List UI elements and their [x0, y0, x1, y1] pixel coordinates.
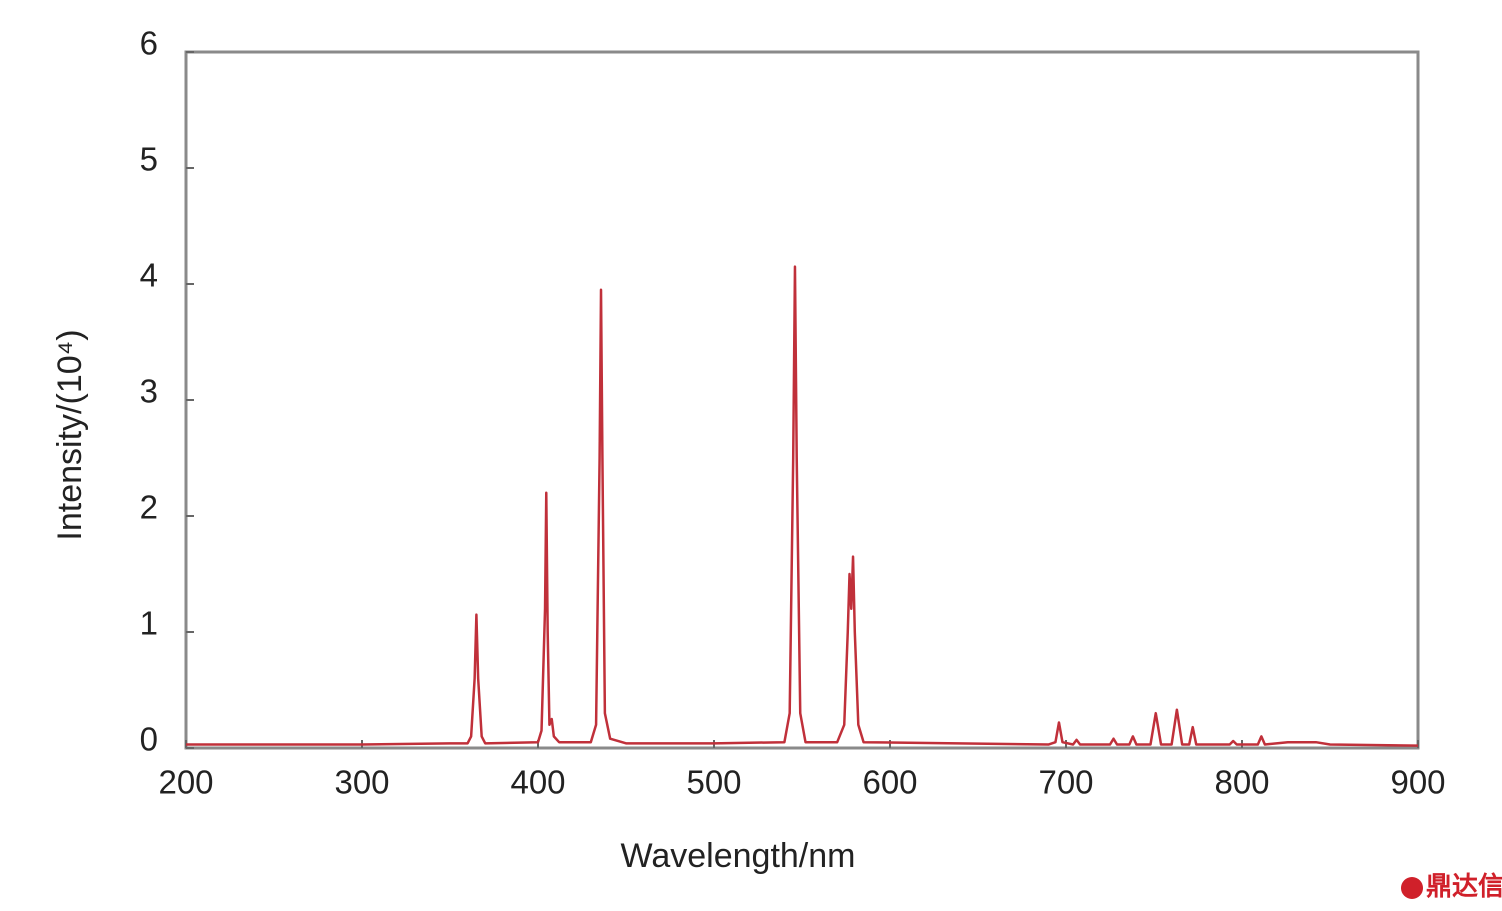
x-tick-label: 700	[1038, 764, 1093, 801]
y-tick-label: 5	[140, 141, 158, 178]
x-tick-label: 800	[1214, 764, 1269, 801]
y-tick-label: 2	[140, 489, 158, 526]
y-axis-label: Intensity/(10⁴)	[51, 329, 89, 540]
spectrum-line	[186, 265, 1419, 747]
y-tick-label: 3	[140, 373, 158, 410]
x-tick-label: 300	[334, 764, 389, 801]
y-tick-label: 6	[140, 25, 158, 62]
x-tick-label: 500	[686, 764, 741, 801]
plot-frame	[184, 50, 1420, 750]
watermark-icon	[1401, 877, 1423, 899]
x-tick-label: 900	[1390, 764, 1445, 801]
y-tick-label: 0	[140, 721, 158, 758]
x-tick-label: 600	[862, 764, 917, 801]
y-tick-label: 1	[140, 605, 158, 642]
x-tick-label: 400	[510, 764, 565, 801]
y-tick-label: 4	[140, 257, 158, 294]
watermark: 鼎达信	[1426, 871, 1502, 901]
x-axis-label: Wavelength/nm	[621, 837, 856, 875]
x-tick-label: 200	[158, 764, 213, 801]
watermark-group: 鼎达信	[1401, 871, 1502, 901]
